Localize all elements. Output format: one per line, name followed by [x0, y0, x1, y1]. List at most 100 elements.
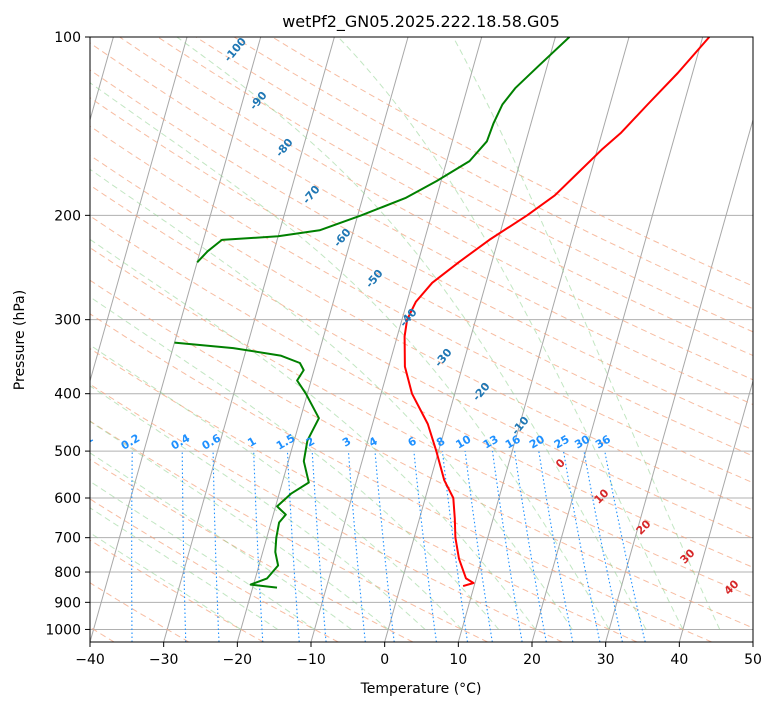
mixing-ratio-label: 1 — [245, 435, 258, 450]
series-layer — [174, 37, 711, 589]
isotherm-line — [531, 37, 704, 642]
y-tick-label: 100 — [54, 30, 81, 46]
y-tick-label: 1000 — [45, 622, 81, 638]
mixing-ratio-line — [538, 451, 574, 642]
isotherm-line — [90, 37, 188, 383]
x-tick-label: 30 — [597, 652, 615, 668]
y-axis: 1000 900 800 700 600 500 400 300 200 100 — [45, 30, 90, 638]
x-tick-label: 0 — [380, 652, 389, 668]
dry-adiabat — [90, 42, 753, 406]
dry-adiabat — [90, 539, 264, 642]
dry-adiabat — [90, 313, 712, 642]
moist-adiabat — [90, 296, 500, 630]
mixing-ratio-label: 0.2 — [119, 432, 142, 453]
mixing-ratio-line — [441, 451, 469, 642]
isotherm-line — [752, 640, 753, 642]
y-tick-label: 500 — [54, 444, 81, 460]
moist-adiabat-label: 30 — [678, 546, 698, 566]
mixing-ratio-label: 10 — [453, 432, 473, 451]
y-tick-label: 200 — [54, 208, 81, 224]
x-tick-label: 20 — [523, 652, 541, 668]
mixing-ratio-line — [514, 451, 547, 642]
mixing-ratio-line — [374, 451, 395, 642]
mixing-ratio-line — [491, 451, 523, 642]
dry-adiabat — [90, 97, 753, 457]
dry-adiabat — [90, 383, 563, 642]
mixing-ratio-label: 0.6 — [200, 431, 224, 452]
dry-adiabat-label: -100 — [221, 35, 249, 65]
dry-adiabat-label: -20 — [470, 380, 493, 404]
sounding-series-line-1 — [174, 341, 320, 589]
dry-adiabat — [90, 458, 414, 642]
moist-adiabat-label: 40 — [722, 577, 742, 597]
moist-adiabat — [90, 238, 536, 630]
dry-adiabat-label: -80 — [273, 136, 296, 160]
mixing-ratio-line — [82, 451, 86, 642]
x-tick-label: −20 — [223, 652, 253, 668]
isotherm-line — [605, 118, 753, 642]
dry-adiabat — [90, 247, 753, 598]
x-tick-label: 10 — [449, 652, 467, 668]
plot-area: 0.1 0.2 0.4 0.6 1 1.5 2 3 4 6 8 10 13 16 20 25 30 36-100-… — [72, 35, 753, 642]
moist-adiabat — [90, 168, 573, 630]
mixing-ratio-label: 4 — [367, 434, 380, 449]
mixing-ratio-line — [286, 451, 300, 642]
y-tick-label: 600 — [54, 491, 81, 507]
mixing-ratio-line — [604, 451, 646, 642]
isotherm-line — [457, 37, 630, 642]
dry-adiabat — [90, 184, 753, 539]
moist-adiabat — [90, 452, 352, 630]
moist-adiabat — [90, 420, 389, 630]
mixing-ratio-label: 0.4 — [169, 431, 193, 452]
y-tick-label: 400 — [54, 387, 81, 403]
moist-adiabat-label: 0 — [553, 456, 568, 471]
x-tick-label: −30 — [149, 652, 179, 668]
x-tick-label: −40 — [75, 652, 105, 668]
dry-adiabat-label: -60 — [331, 226, 354, 250]
sounding-series-line-0 — [403, 37, 711, 588]
moist-adiabat — [90, 532, 242, 630]
isotherm-line — [678, 379, 753, 642]
isotherm-line — [163, 37, 335, 642]
mixing-ratio-line — [413, 451, 437, 642]
y-tick-label: 300 — [54, 313, 81, 329]
mixing-ratio-label: 1.5 — [274, 432, 297, 453]
background-reference-lines — [82, 37, 753, 642]
isotherm-line — [236, 37, 409, 642]
mixing-ratio-line — [583, 451, 623, 642]
dry-adiabat — [90, 215, 753, 568]
moist-adiabat — [90, 385, 426, 630]
mixing-ratio-label: 6 — [406, 434, 419, 449]
moist-adiabat — [176, 37, 647, 630]
dry-adiabat — [195, 37, 753, 333]
x-tick-label: −10 — [296, 652, 326, 668]
mixing-ratio-label: 20 — [527, 432, 547, 451]
mixing-ratio-line — [464, 451, 493, 642]
mixing-ratio-label: 36 — [593, 432, 613, 451]
mixing-ratio-label: 0.1 — [72, 432, 95, 453]
mixing-ratio-line — [347, 451, 366, 642]
dry-adiabat — [90, 582, 190, 642]
mixing-ratio-line — [311, 451, 327, 642]
moist-adiabat — [90, 480, 315, 630]
isotherm-line — [384, 37, 556, 642]
dry-adiabat — [90, 279, 753, 629]
mixing-ratio-line — [253, 451, 264, 642]
mixing-ratio-label: 3 — [340, 435, 353, 450]
x-axis-label: Temperature (°C) — [360, 681, 482, 697]
moist-adiabat — [337, 37, 684, 630]
mixing-ratio-line — [212, 451, 220, 642]
y-tick-label: 800 — [54, 565, 81, 581]
dry-adiabat — [90, 154, 753, 511]
dry-adiabat — [90, 420, 488, 642]
x-tick-label: 50 — [744, 652, 762, 668]
y-axis-label: Pressure (hPa) — [12, 290, 28, 390]
dry-adiabat — [90, 347, 638, 642]
mixing-ratio-line — [562, 451, 601, 642]
y-tick-label: 700 — [54, 531, 81, 547]
y-tick-label: 900 — [54, 595, 81, 611]
plot-frame — [89, 36, 754, 643]
x-tick-label: 40 — [670, 652, 688, 668]
moist-adiabat — [90, 82, 610, 630]
